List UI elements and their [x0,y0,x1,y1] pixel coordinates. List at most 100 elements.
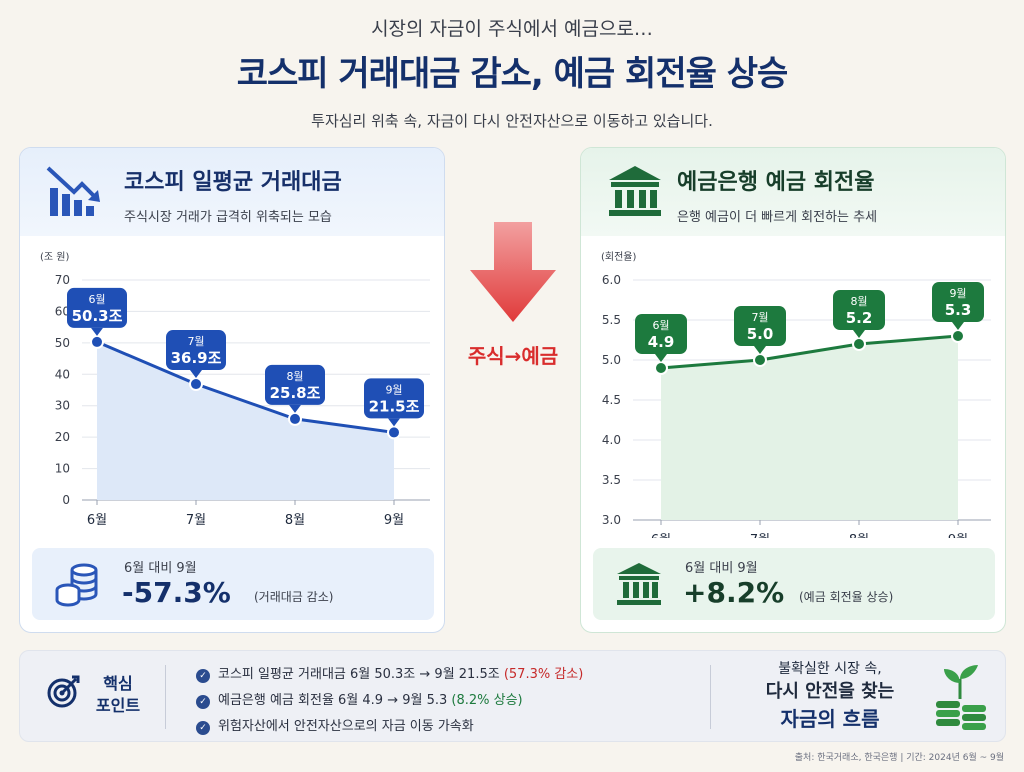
data-point [852,337,866,351]
data-label-month: 7월 [751,311,768,324]
data-label-value: 4.9 [648,333,675,351]
key-message-line3: 자금의 흐름 [780,707,880,731]
target-icon [47,675,80,708]
kospi-panel-header: 코스피 일평균 거래대금 주식시장 거래가 급격히 위축되는 모습 [20,148,444,236]
deposit-panel-header: 예금은행 예금 회전율 은행 예금이 더 빠르게 회전하는 추세 [581,148,1005,236]
data-label-month: 7월 [187,335,204,348]
data-point [753,353,767,367]
source-note: 출처: 한국거래소, 한국은행 | 기간: 2024년 6월 ~ 9월 [794,753,1004,763]
key-message-line1: 불확실한 시장 속, [778,661,882,677]
bank-icon [609,166,661,216]
data-label-box [932,282,984,322]
data-label-month: 8월 [850,295,867,308]
data-point [90,334,104,349]
check-icon: ✓ [196,721,210,735]
y-axis-label: (조 원) [40,251,69,263]
x-tick-label: 7월 [750,533,770,538]
page-subtitle: 투자심리 위축 속, 자금이 다시 안전자산으로 이동하고 있습니다. [311,112,713,130]
kospi-kpi-value: -57.3% [122,576,231,609]
data-label-pointer [952,322,964,330]
data-label-value: 5.0 [747,325,774,343]
data-label-pointer [853,330,865,338]
kospi-kpi-note: (거래대금 감소) [254,590,334,604]
data-label-month: 9월 [385,383,402,396]
series-line [96,340,395,434]
deposit-panel-subtitle: 은행 예금이 더 빠르게 회전하는 추세 [677,210,878,225]
key-point-text: 위험자산에서 안전자산으로의 자금 이동 가속화 [218,719,474,734]
data-label-month: 8월 [286,370,303,383]
y-tick-label: 50 [55,336,70,350]
data-label-pointer [655,354,667,362]
data-label-pointer [91,327,103,336]
key-point-item: ✓ 코스피 일평균 거래대금 6월 50.3조 → 9월 21.5조 (57.3%… [196,663,583,683]
data-label-month: 6월 [88,293,105,306]
kospi-kpi-label: 6월 대비 9월 [124,561,197,576]
flow-label: 주식→예금 [467,344,559,368]
kospi-kpi-card: 6월 대비 9월 -57.3% (거래대금 감소) [32,548,434,620]
deposit-kpi-value: +8.2% [683,576,785,609]
check-icon: ✓ [196,669,210,683]
data-label-value: 50.3조 [72,307,123,325]
data-label-box [635,314,687,354]
key-points-label-line1: 핵심 [103,674,133,693]
kospi-panel-title: 코스피 일평균 거래대금 [124,170,342,195]
key-point-item: ✓ 예금은행 예금 회전율 6월 4.9 → 9월 5.3 (8.2% 상승) [196,689,523,709]
y-tick-label: 5.0 [602,353,621,367]
data-label-month: 9월 [949,287,966,300]
y-tick-label: 6.0 [602,273,621,287]
page-title: 코스피 거래대금 감소, 예금 회전율 상승 [236,54,789,94]
y-tick-label: 4.5 [602,393,621,407]
key-point-highlight: (57.3% 감소) [503,667,584,682]
key-point-item: ✓ 위험자산에서 안전자산으로의 자금 이동 가속화 [196,715,474,735]
y-tick-label: 5.5 [602,313,621,327]
data-label-pointer [190,370,202,379]
y-tick-label: 10 [55,462,70,476]
key-point-text: 코스피 일평균 거래대금 6월 50.3조 → 9월 21.5조 [218,667,504,682]
deposit-kpi-label: 6월 대비 9월 [685,561,758,576]
divider [165,665,166,729]
x-tick-label: 9월 [948,533,968,538]
data-label-box [67,287,127,328]
key-points-label-line2: 포인트 [95,696,141,715]
coins-icon [55,563,98,607]
data-label-value: 5.3 [945,301,972,319]
data-point [951,329,965,343]
data-label-value: 5.2 [846,309,873,327]
data-label-box [734,306,786,346]
plant-coins-icon [936,665,986,730]
series-area [97,341,394,500]
data-label-pointer [289,404,301,413]
y-tick-label: 70 [55,273,70,287]
data-point [387,425,401,440]
divider [710,665,711,729]
data-label-box [364,378,424,419]
down-arrow-icon [470,222,556,322]
key-message-line2: 다시 안전을 찾는 [765,681,895,702]
data-label-value: 36.9조 [171,349,222,367]
check-icon: ✓ [196,695,210,709]
data-label-pointer [388,418,400,427]
x-tick-label: 8월 [849,533,869,538]
data-label-box [833,290,885,330]
deposit-chart: (회전율)3.03.54.04.55.05.56.06월7월8월9월6월4.97… [601,251,991,538]
y-tick-label: 40 [55,367,70,381]
key-message: 불확실한 시장 속, 다시 안전을 찾는 자금의 흐름 [730,659,930,733]
y-tick-label: 3.0 [602,513,621,527]
x-tick-label: 6월 [87,513,107,528]
bank-icon [617,563,661,605]
y-tick-label: 20 [55,430,70,444]
data-label-value: 21.5조 [369,397,420,415]
y-tick-label: 0 [62,493,70,507]
data-point [288,411,302,426]
series-area [661,336,958,520]
deposit-kpi-note: (예금 회전율 상승) [799,590,894,604]
deposit-kpi-card: 6월 대비 9월 +8.2% (예금 회전율 상승) [593,548,995,620]
data-point [654,361,668,375]
x-tick-label: 7월 [186,513,206,528]
y-tick-label: 30 [55,399,70,413]
y-tick-label: 3.5 [602,473,621,487]
x-tick-label: 8월 [285,513,305,528]
key-points-label: 핵심 포인트 [88,673,148,717]
header-kicker: 시장의 자금이 주식에서 예금으로… [371,18,653,40]
data-label-pointer [754,346,766,354]
